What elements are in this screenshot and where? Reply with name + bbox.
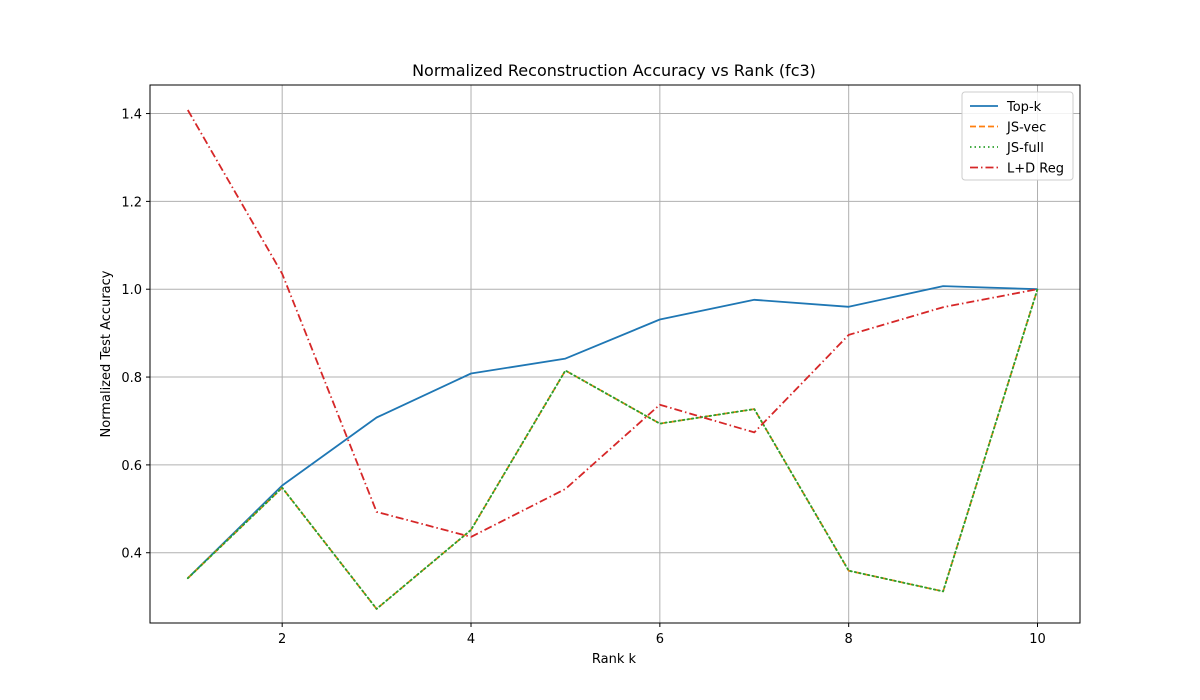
series-line-top-k bbox=[187, 285, 1038, 579]
series-lines bbox=[186, 109, 1039, 610]
legend: Top-k JS-vec JS-full L+D Reg bbox=[961, 91, 1074, 181]
x-tick-label: 6 bbox=[656, 632, 664, 647]
x-tick-label: 2 bbox=[278, 632, 286, 647]
x-tick-label: 10 bbox=[1029, 632, 1046, 647]
legend-box bbox=[961, 91, 1074, 181]
x-axis-label: Rank k bbox=[592, 652, 637, 667]
y-tick-label: 0.6 bbox=[121, 459, 142, 474]
legend-label: Top-k bbox=[1006, 100, 1042, 115]
x-axis-ticks: 2 4 6 8 10 bbox=[278, 623, 1046, 647]
series-line-l-d-reg bbox=[187, 109, 1038, 538]
grid bbox=[150, 85, 1080, 623]
x-tick-label: 4 bbox=[467, 632, 475, 647]
series-line-js-full bbox=[186, 288, 1039, 610]
y-tick-label: 1.2 bbox=[121, 195, 142, 210]
x-tick-label: 8 bbox=[845, 632, 853, 647]
y-tick-label: 0.8 bbox=[121, 371, 142, 386]
legend-label: JS-full bbox=[1006, 141, 1044, 156]
legend-label: L+D Reg bbox=[1007, 162, 1064, 177]
y-tick-label: 1.0 bbox=[121, 283, 142, 298]
y-tick-label: 0.4 bbox=[121, 547, 142, 562]
chart-title: Normalized Reconstruction Accuracy vs Ra… bbox=[412, 61, 816, 80]
plot-frame bbox=[149, 84, 1081, 624]
series-line-js-vec bbox=[187, 288, 1039, 610]
legend-label: JS-vec bbox=[1006, 121, 1046, 136]
y-axis-label: Normalized Test Accuracy bbox=[99, 270, 114, 437]
y-axis-ticks: 0.4 0.6 0.8 1.0 1.2 1.4 bbox=[121, 108, 150, 562]
y-tick-label: 1.4 bbox=[121, 108, 142, 123]
